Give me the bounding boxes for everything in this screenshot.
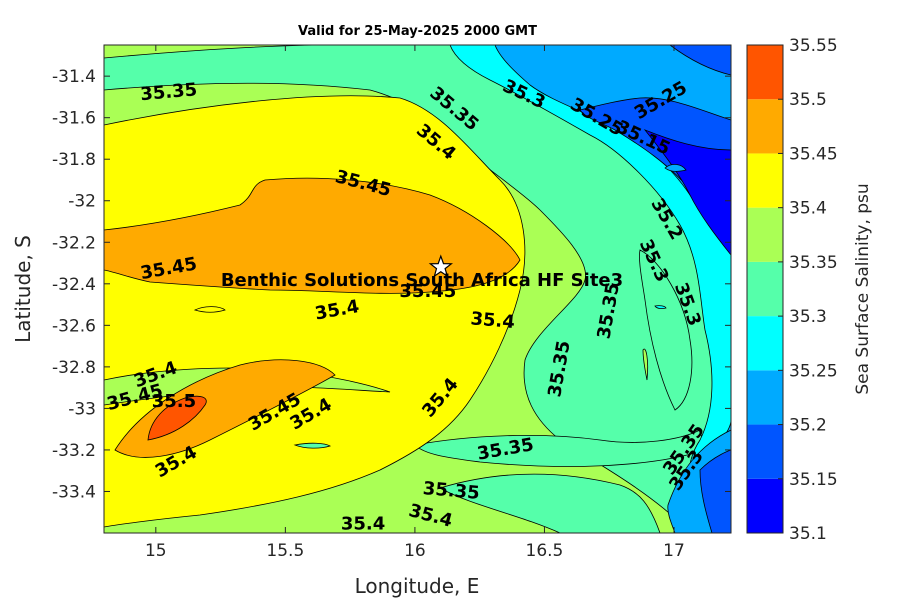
- colorbar-tick-label: 35.25: [789, 361, 838, 381]
- x-tick-label: 15.5: [266, 541, 304, 561]
- colorbar-tick-label: 35.35: [789, 253, 838, 273]
- colorbar-segment: [747, 207, 783, 262]
- colorbar-segment: [747, 99, 783, 154]
- contour-label: 35.45: [399, 281, 456, 302]
- colorbar-tick-label: 35.3: [789, 307, 827, 327]
- y-tick-label: -32.4: [52, 275, 96, 295]
- colorbar-segment: [747, 153, 783, 208]
- site-star-icon: [428, 254, 453, 278]
- colorbar-tick-label: 35.4: [789, 199, 827, 219]
- site-marker: Benthic Solutions South Africa HF Site3: [221, 254, 623, 291]
- colorbar-tick-label: 35.5: [789, 90, 827, 110]
- x-tick-label: 16: [404, 541, 426, 561]
- y-tick-label: -33.2: [52, 441, 96, 461]
- contour-label: 35.4: [341, 514, 385, 535]
- salinity-band-35.3: [449, 45, 731, 533]
- salinity-band-35.35-south: [438, 473, 661, 533]
- y-tick-label: -32: [68, 192, 96, 212]
- y-tick-label: -32.8: [52, 358, 96, 378]
- y-tick-label: -33: [68, 399, 96, 419]
- colorbar-tick-label: 35.55: [789, 36, 838, 56]
- colorbar-segment: [747, 424, 783, 479]
- salinity-patch-small-4: [642, 348, 649, 381]
- colorbar-segment: [747, 261, 783, 317]
- contour-label: 35.35: [422, 478, 481, 504]
- y-tick-label: -32.6: [52, 316, 96, 336]
- salinity-patch-small-2: [293, 442, 331, 449]
- y-tick-label: -31.6: [52, 109, 96, 129]
- salinity-band-35.45-north: [104, 177, 521, 294]
- colorbar-tick-label: 35.2: [789, 416, 827, 436]
- y-axis-label: Latitude, S: [11, 235, 35, 343]
- site-label: Benthic Solutions South Africa HF Site3: [221, 270, 623, 291]
- plot-frame: [103, 44, 732, 534]
- contour-label: 35.35: [139, 79, 198, 105]
- chart-title: Valid for 25-May-2025 2000 GMT: [298, 24, 537, 39]
- x-axis-ticks: 15 15.5 16 16.5 17: [145, 45, 685, 561]
- salinity-band-35.5: [147, 395, 207, 441]
- x-tick-label: 17: [663, 541, 685, 561]
- salinity-band-35.2-south: [699, 449, 731, 533]
- colorbar-label: Sea Surface Salinity, psu: [853, 183, 873, 394]
- colorbar-tick-label: 35.1: [789, 524, 827, 544]
- x-axis-label: Longitude, E: [355, 574, 480, 598]
- colorbar-frame: [746, 44, 784, 534]
- colorbar-segment: [747, 370, 783, 425]
- contour-label: 35.5: [152, 391, 196, 412]
- contour-label: 35.4: [470, 308, 516, 333]
- salinity-band-35.35-north: [104, 45, 731, 533]
- y-tick-label: -31.4: [52, 67, 96, 87]
- colorbar-segment: [747, 478, 783, 533]
- salinity-patch-small-5: [664, 164, 687, 172]
- colorbar-segment: [747, 316, 783, 371]
- salinity-patch-small-1: [193, 306, 226, 313]
- y-tick-label: -31.8: [52, 150, 96, 170]
- y-axis-ticks: -31.4 -31.6 -31.8 -32 -32.2 -32.4 -32.6 -32.8 -3…: [52, 67, 731, 502]
- colorbar-tick-label: 35.45: [789, 144, 838, 164]
- salinity-patch-small-3: [654, 305, 667, 309]
- y-tick-label: -32.2: [52, 233, 96, 253]
- colorbar-tick-label: 35.15: [789, 470, 838, 490]
- colorbar: 35.1 35.15 35.2 35.25 35.3 35.35 35.4 35.45 35.5…: [746, 36, 838, 544]
- colorbar-segment: [747, 45, 783, 100]
- x-tick-label: 15: [145, 541, 167, 561]
- y-tick-label: -33.4: [52, 482, 96, 502]
- x-tick-label: 16.5: [526, 541, 564, 561]
- salinity-band-35.3-inner: [639, 249, 693, 411]
